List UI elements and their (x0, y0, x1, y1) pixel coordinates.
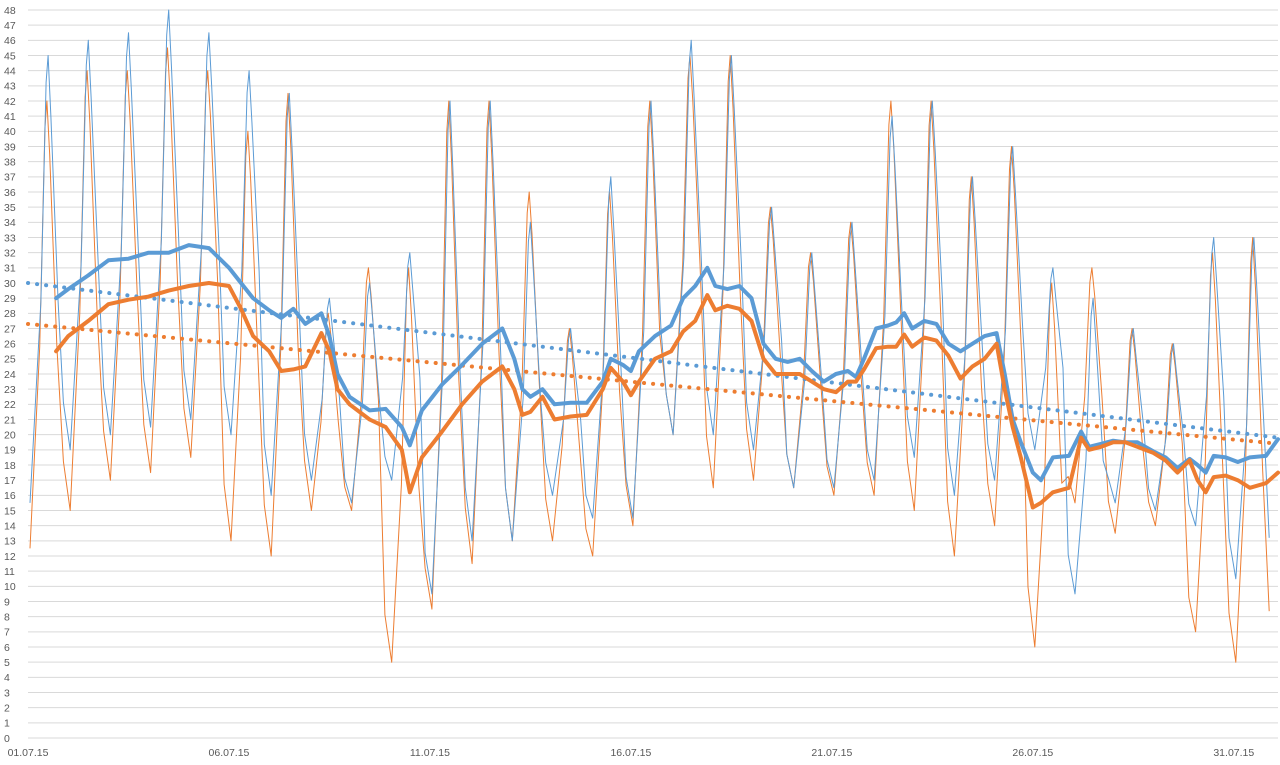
y-tick-label: 1 (4, 718, 10, 730)
y-tick-label: 29 (4, 293, 16, 305)
raw-series-blue (29, 9, 1270, 595)
x-tick-label: 11.07.15 (410, 747, 450, 759)
y-tick-label: 45 (4, 50, 16, 62)
y-tick-label: 31 (4, 263, 16, 275)
y-tick-label: 16 (4, 490, 16, 502)
y-tick-label: 25 (4, 354, 16, 366)
y-tick-label: 35 (4, 202, 16, 214)
y-tick-label: 37 (4, 172, 16, 184)
y-tick-label: 48 (4, 5, 16, 17)
y-tick-label: 7 (4, 627, 10, 639)
y-tick-label: 2 (4, 702, 10, 714)
y-tick-label: 38 (4, 156, 16, 168)
y-tick-label: 42 (4, 96, 16, 108)
y-tick-label: 18 (4, 460, 16, 472)
y-tick-label: 0 (4, 733, 10, 745)
y-tick-label: 22 (4, 399, 16, 411)
raw-series-orange (29, 47, 1270, 663)
y-tick-label: 39 (4, 141, 16, 153)
y-tick-label: 24 (4, 369, 16, 381)
y-tick-label: 28 (4, 308, 16, 320)
y-tick-label: 5 (4, 657, 10, 669)
y-tick-label: 34 (4, 217, 16, 229)
moving-average-layer (54, 243, 1280, 510)
y-tick-label: 40 (4, 126, 16, 138)
x-tick-label: 06.07.15 (209, 747, 250, 759)
y-tick-label: 3 (4, 687, 10, 699)
y-tick-label: 11 (4, 566, 15, 578)
x-tick-label: 16.07.15 (610, 747, 651, 759)
y-tick-label: 13 (4, 536, 16, 548)
x-tick-label: 26.07.15 (1012, 747, 1053, 759)
y-tick-label: 14 (4, 520, 16, 532)
y-tick-label: 33 (4, 232, 16, 244)
y-tick-label: 20 (4, 429, 16, 441)
y-tick-label: 8 (4, 611, 10, 623)
x-tick-label: 21.07.15 (811, 747, 852, 759)
y-tick-label: 21 (4, 414, 16, 426)
x-tick-label: 31.07.15 (1213, 747, 1254, 759)
y-tick-label: 26 (4, 338, 16, 350)
y-tick-label: 32 (4, 247, 16, 259)
y-tick-label: 36 (4, 187, 16, 199)
trendline-orange (26, 321, 1280, 446)
y-tick-label: 41 (4, 111, 16, 123)
y-tick-label: 4 (4, 672, 10, 684)
y-axis-ticks: 0123456789101112131415161718192021222324… (4, 5, 16, 745)
y-tick-label: 44 (4, 65, 16, 77)
raw-series-layer (29, 9, 1270, 663)
y-tick-label: 10 (4, 581, 16, 593)
moving-average-blue (54, 243, 1280, 483)
y-tick-label: 27 (4, 323, 16, 335)
x-axis-ticks: 01.07.15 06.07.15 11.07.15 16.07.15 21.07.15… (8, 747, 1255, 759)
y-tick-label: 30 (4, 278, 16, 290)
y-tick-label: 9 (4, 596, 10, 608)
y-tick-label: 23 (4, 384, 16, 396)
y-tick-label: 12 (4, 551, 16, 563)
y-tick-label: 17 (4, 475, 16, 487)
y-tick-label: 6 (4, 642, 10, 654)
moving-average-orange (54, 281, 1280, 510)
y-tick-label: 19 (4, 445, 16, 457)
y-tick-label: 46 (4, 35, 16, 47)
y-tick-label: 47 (4, 20, 16, 32)
x-tick-label: 01.07.15 (8, 747, 49, 759)
y-tick-label: 15 (4, 505, 16, 517)
y-tick-label: 43 (4, 81, 16, 93)
gridlines (28, 9, 1278, 739)
